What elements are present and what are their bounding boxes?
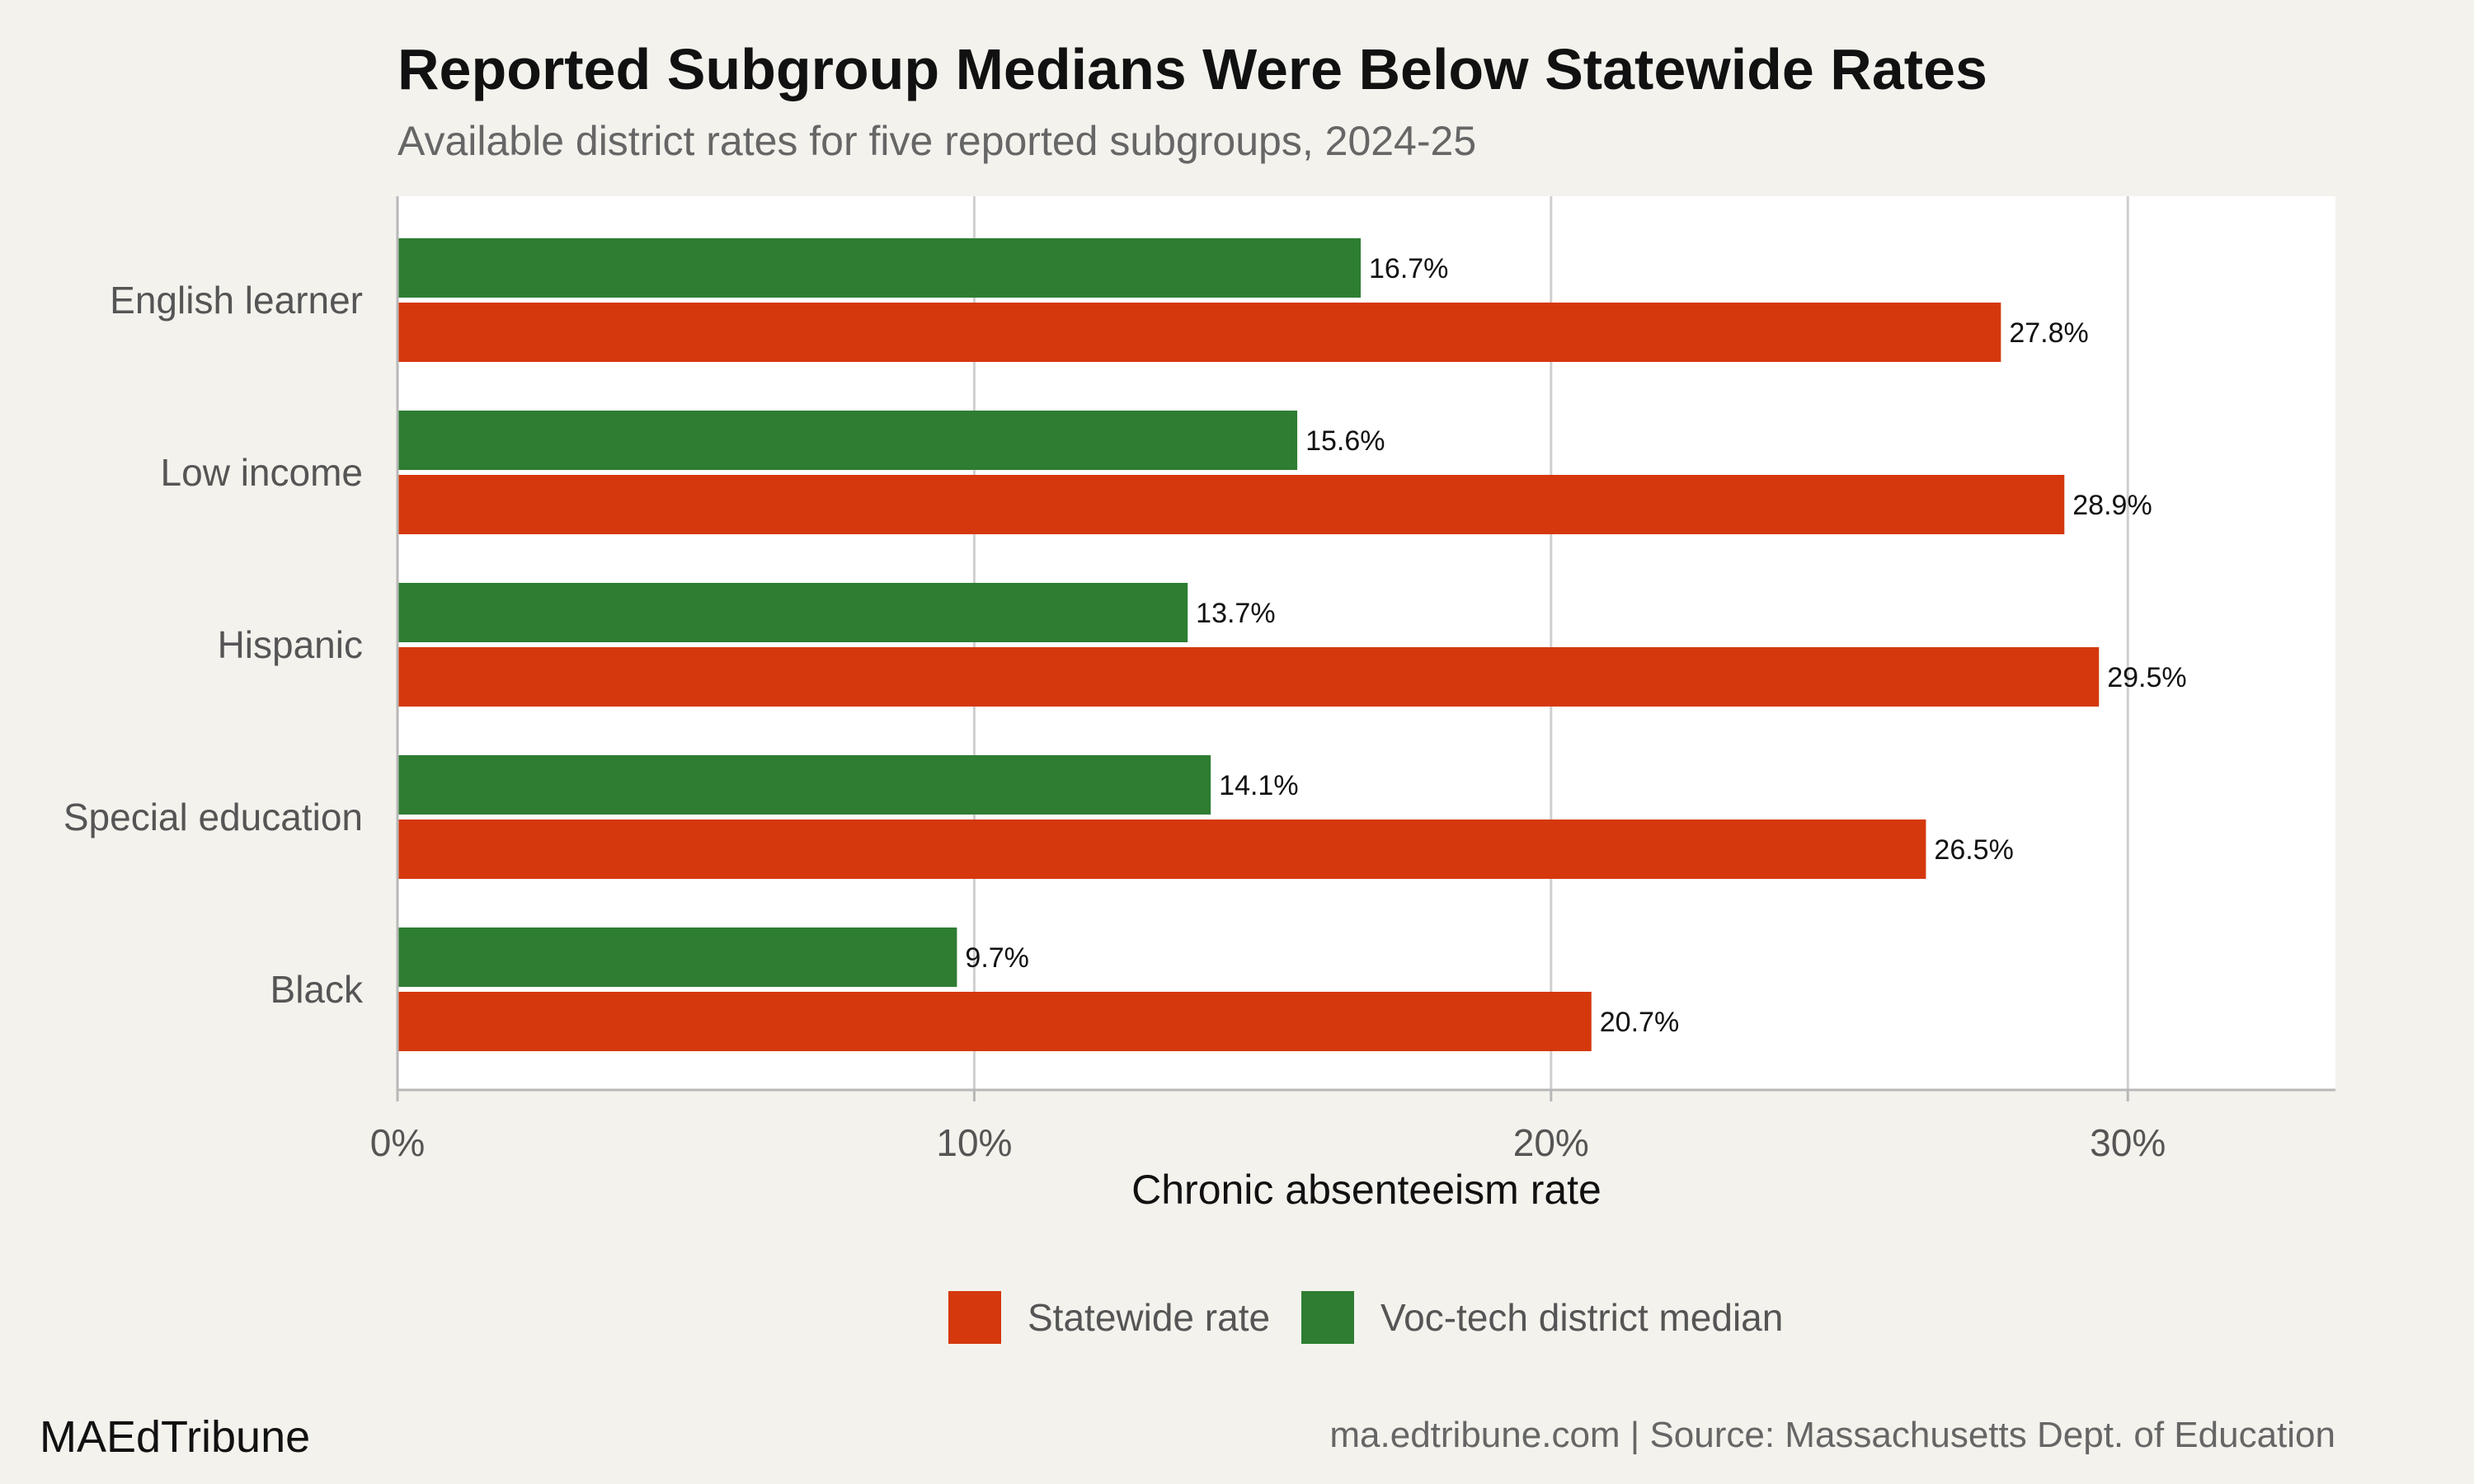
x-axis-title: Chronic absenteeism rate — [1131, 1167, 1602, 1213]
category-label: Special education — [63, 796, 363, 838]
data-label: 9.7% — [965, 942, 1029, 974]
data-label: 16.7% — [1369, 253, 1448, 284]
legend-label: Voc-tech district median — [1380, 1296, 1783, 1339]
category-label: English learner — [110, 279, 363, 322]
median-bar — [397, 583, 1188, 642]
category-label: Black — [270, 968, 364, 1011]
data-label: 28.9% — [2072, 490, 2152, 521]
category-label: Hispanic — [218, 623, 363, 666]
chart-title: Reported Subgroup Medians Were Below Sta… — [397, 37, 1987, 101]
statewide-bar — [397, 647, 2100, 707]
source-note: ma.edtribune.com | Source: Massachusetts… — [1329, 1415, 2335, 1455]
median-bar — [397, 411, 1298, 470]
median-bar — [397, 928, 957, 987]
statewide-bar — [397, 992, 1592, 1051]
chart-subtitle: Available district rates for five report… — [397, 118, 1477, 164]
legend-label: Statewide rate — [1028, 1296, 1270, 1339]
median-bar — [397, 755, 1211, 815]
x-tick-label: 10% — [936, 1121, 1012, 1164]
median-bar — [397, 238, 1362, 298]
category-label: Low income — [161, 451, 363, 494]
statewide-bar — [397, 475, 2065, 534]
data-label: 20.7% — [1600, 1007, 1679, 1038]
data-label: 14.1% — [1219, 770, 1298, 801]
statewide-bar — [397, 819, 1926, 879]
data-label: 15.6% — [1305, 425, 1385, 457]
x-tick-label: 0% — [370, 1121, 425, 1164]
brand-name: MAEdTribune — [40, 1412, 311, 1462]
data-label: 13.7% — [1196, 598, 1275, 629]
x-tick-label: 30% — [2090, 1121, 2166, 1164]
x-tick-label: 20% — [1513, 1121, 1589, 1164]
data-label: 29.5% — [2107, 662, 2186, 693]
legend-swatch — [1301, 1291, 1354, 1344]
data-label: 27.8% — [2009, 317, 2088, 349]
legend-swatch — [948, 1291, 1001, 1344]
data-label: 26.5% — [1934, 834, 2013, 866]
statewide-bar — [397, 303, 2001, 362]
